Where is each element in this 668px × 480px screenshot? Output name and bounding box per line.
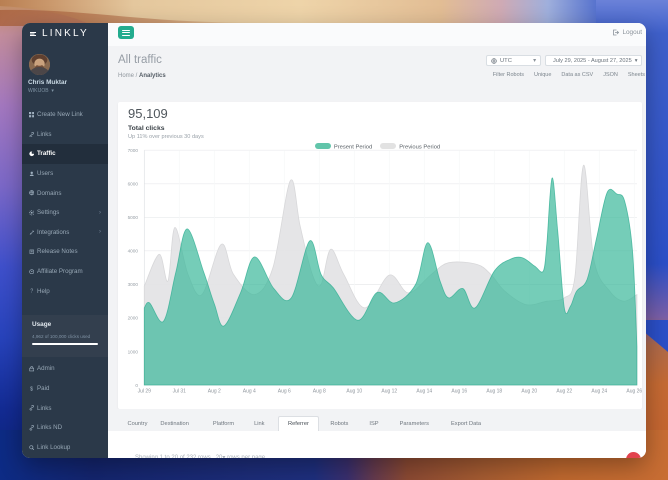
svg-text:$: $ bbox=[30, 386, 33, 391]
svg-text:1000: 1000 bbox=[128, 349, 139, 354]
svg-text:3000: 3000 bbox=[128, 282, 139, 287]
svg-text:Aug 26: Aug 26 bbox=[626, 389, 642, 395]
svg-text:Aug 14: Aug 14 bbox=[416, 389, 432, 395]
svg-text:7000: 7000 bbox=[128, 148, 139, 153]
svg-text:6000: 6000 bbox=[128, 182, 139, 187]
svg-text:Aug 2: Aug 2 bbox=[208, 389, 221, 395]
svg-text:5000: 5000 bbox=[128, 215, 139, 220]
svg-text:2000: 2000 bbox=[128, 316, 139, 321]
svg-text:Aug 8: Aug 8 bbox=[313, 389, 326, 395]
svg-text:0: 0 bbox=[135, 383, 138, 388]
svg-text:Aug 18: Aug 18 bbox=[486, 389, 502, 395]
svg-text:Jul 31: Jul 31 bbox=[173, 389, 187, 395]
svg-text:Aug 16: Aug 16 bbox=[451, 389, 467, 395]
svg-text:Jul 29: Jul 29 bbox=[138, 389, 152, 395]
svg-text:Aug 12: Aug 12 bbox=[381, 389, 397, 395]
svg-text:Aug 20: Aug 20 bbox=[521, 389, 537, 395]
svg-text:Aug 10: Aug 10 bbox=[346, 389, 362, 395]
svg-text:Aug 22: Aug 22 bbox=[556, 389, 572, 395]
svg-text:Aug 6: Aug 6 bbox=[278, 389, 291, 395]
svg-text:4000: 4000 bbox=[128, 249, 139, 254]
svg-text:Aug 24: Aug 24 bbox=[591, 389, 607, 395]
svg-text:Aug 4: Aug 4 bbox=[243, 389, 256, 395]
svg-text:?: ? bbox=[30, 289, 33, 294]
